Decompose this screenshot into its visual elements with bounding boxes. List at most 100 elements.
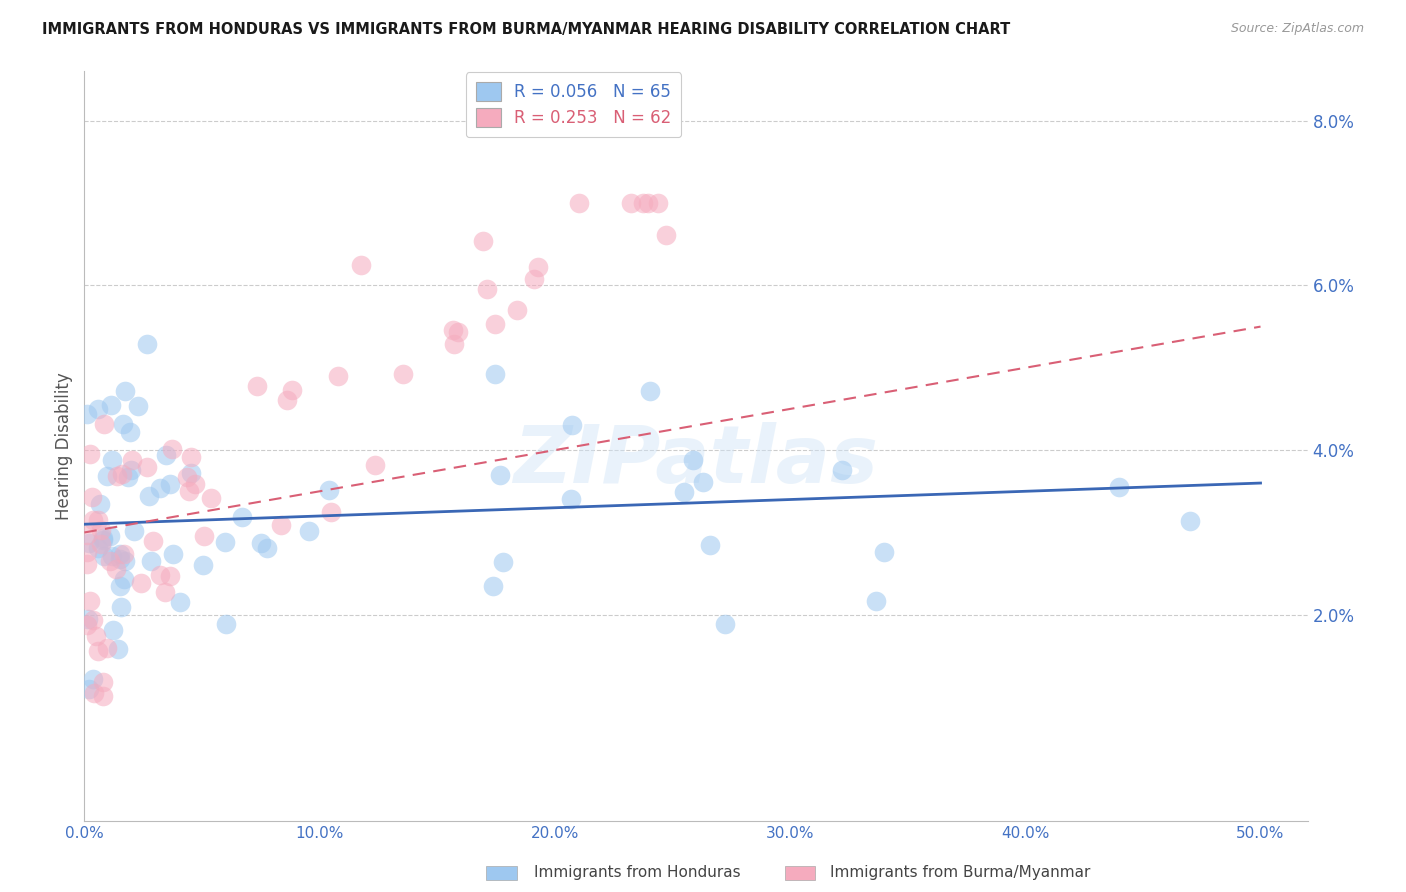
Point [108, 547, 131, 561]
Point [246, 378, 269, 392]
Point [1178, 514, 1201, 528]
Point [80, 490, 103, 504]
Point [118, 425, 141, 440]
Point [100, 549, 122, 563]
Legend: R = 0.056   N = 65, R = 0.253   N = 62: R = 0.056 N = 65, R = 0.253 N = 62 [465, 72, 682, 137]
Point [561, 417, 583, 432]
Point [484, 317, 506, 331]
Point [392, 368, 415, 382]
Point [111, 467, 134, 481]
Point [76, 407, 98, 421]
Point [176, 469, 198, 483]
Point [87, 401, 110, 416]
Point [112, 548, 135, 562]
Point [647, 196, 669, 211]
Point [120, 463, 142, 477]
Point [93, 531, 115, 545]
Point [180, 466, 202, 480]
Point [281, 383, 304, 397]
Point [79, 594, 101, 608]
Point [153, 585, 176, 599]
Point [79, 447, 101, 461]
Point [111, 417, 134, 431]
Point [193, 529, 215, 543]
Point [93, 549, 115, 564]
Point [141, 554, 163, 568]
Point [138, 489, 160, 503]
Point [350, 258, 373, 272]
Point [124, 524, 146, 539]
Point [114, 554, 136, 568]
Point [184, 476, 207, 491]
Point [107, 642, 129, 657]
Point [482, 579, 505, 593]
Point [98, 554, 121, 568]
Point [91, 533, 114, 547]
Point [96, 640, 118, 655]
Point [105, 469, 128, 483]
Point [249, 535, 271, 549]
Point [76, 557, 98, 571]
Point [699, 538, 721, 552]
Point [447, 325, 470, 339]
Point [149, 481, 172, 495]
Text: Immigrants from Honduras: Immigrants from Honduras [534, 865, 741, 880]
Point [489, 467, 512, 482]
Point [270, 517, 292, 532]
Point [155, 449, 177, 463]
Point [231, 509, 253, 524]
Point [148, 567, 170, 582]
Point [162, 547, 184, 561]
Text: IMMIGRANTS FROM HONDURAS VS IMMIGRANTS FROM BURMA/MYANMAR HEARING DISABILITY COR: IMMIGRANTS FROM HONDURAS VS IMMIGRANTS F… [42, 22, 1011, 37]
Point [127, 400, 149, 414]
Point [364, 458, 387, 472]
Point [129, 576, 152, 591]
Point [110, 599, 132, 614]
Point [82, 614, 104, 628]
Point [87, 513, 110, 527]
Point [135, 460, 157, 475]
Point [114, 384, 136, 398]
Point [160, 442, 183, 457]
Point [1108, 480, 1130, 494]
Point [191, 558, 214, 573]
Point [633, 196, 655, 211]
Point [104, 562, 127, 576]
Point [568, 196, 591, 211]
Point [82, 512, 104, 526]
Point [96, 468, 118, 483]
Point [101, 623, 124, 637]
Point [90, 524, 112, 538]
Point [159, 476, 181, 491]
Point [89, 498, 111, 512]
Point [560, 492, 582, 507]
Point [505, 303, 527, 318]
Text: Source: ZipAtlas.com: Source: ZipAtlas.com [1230, 22, 1364, 36]
Point [169, 595, 191, 609]
Text: Immigrants from Burma/Myanmar: Immigrants from Burma/Myanmar [830, 865, 1090, 880]
Point [82, 672, 104, 686]
Point [523, 272, 546, 286]
Point [121, 453, 143, 467]
Point [484, 367, 506, 381]
Point [215, 616, 238, 631]
Point [89, 537, 111, 551]
Point [443, 337, 465, 351]
Point [318, 483, 340, 497]
Point [87, 644, 110, 658]
Point [256, 541, 278, 556]
Point [831, 463, 853, 477]
Point [142, 533, 165, 548]
Point [77, 682, 100, 697]
Point [492, 555, 515, 569]
Point [136, 336, 159, 351]
Point [76, 618, 98, 632]
Point [100, 398, 122, 412]
Point [93, 417, 115, 431]
Point [873, 545, 896, 559]
Point [328, 369, 350, 384]
Point [298, 524, 321, 538]
Point [84, 629, 107, 643]
Point [619, 196, 641, 211]
Point [214, 535, 236, 549]
